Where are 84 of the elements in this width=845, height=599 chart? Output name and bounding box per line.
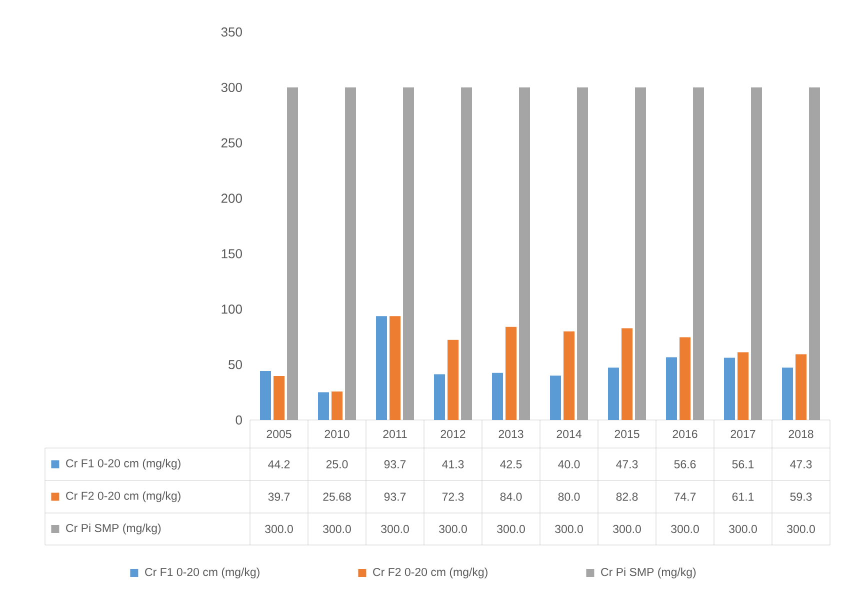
data-label: 25.68 [323,492,351,501]
data-label: 61.1 [732,492,754,501]
bar [622,328,633,420]
data-label: 93.7 [384,460,406,468]
text: Cr Pi SMP (mg/kg) [66,524,161,534]
bar [448,340,459,420]
bar [724,358,736,420]
text: Cr F1 0-20 cm (mg/kg) [145,568,260,578]
data-label: 300.0 [439,524,467,534]
data-label: 39.7 [268,492,290,501]
y-tick-label: 250 [221,138,242,148]
data-label: 300.0 [265,524,293,534]
data-label: 300.0 [613,524,641,534]
y-tick-label: 100 [222,304,242,314]
bar [332,392,343,420]
data-label: 300.0 [381,524,409,534]
data-label: 300.0 [787,524,815,534]
y-tick-label: 350 [221,27,242,37]
data-label: 93.7 [384,492,406,501]
bar [274,376,285,420]
bar [693,87,704,420]
bar [635,87,646,420]
y-tick-label: 150 [222,249,242,258]
bar [782,368,794,420]
x-tick-label: 2016 [672,430,698,438]
x-tick-label: 2018 [788,430,814,438]
bar [318,392,330,420]
data-label: 41.3 [442,460,464,468]
bar [434,374,446,420]
x-tick-label: 2015 [614,430,640,438]
data-label: 42.5 [500,460,522,468]
data-label: 56.1 [732,460,754,468]
data-label: 300.0 [555,524,583,534]
x-tick-label: 2005 [266,430,292,438]
data-label: 59.3 [790,492,812,501]
bar [287,87,298,420]
x-tick-label: 2012 [440,430,466,438]
data-label: 300.0 [497,524,525,534]
bar [403,87,414,420]
bar [345,87,356,420]
data-label: 84.0 [500,492,522,501]
x-tick-label: 2010 [324,430,350,438]
data-label: 25.0 [326,460,348,468]
x-tick-label: 2011 [383,430,407,438]
data-label: 44.2 [268,460,290,468]
x-tick-label: 2014 [556,430,582,438]
bar [577,87,588,420]
bar [608,368,620,420]
y-tick-label: 50 [228,360,242,370]
data-label: 80.0 [558,492,580,501]
bar [550,376,562,420]
bar [564,331,575,420]
data-label: 47.3 [790,460,812,468]
data-label: 82.8 [616,492,638,501]
bar [376,316,388,420]
bar [519,87,530,420]
bar [506,326,517,420]
bar [390,316,401,420]
legend-label: Cr F2 0-20 cm (mg/kg) [66,491,180,502]
bar [260,371,272,420]
x-tick-label: 2017 [730,430,756,438]
data-label: 300.0 [671,524,699,534]
bar [666,357,678,420]
y-tick-label: 300 [221,82,242,92]
data-label: 74.7 [674,492,696,501]
data-label: 300.0 [729,524,757,534]
bar [809,87,820,420]
text: Cr F2 0-20 cm (mg/kg) [373,568,488,578]
legend-label: Cr F1 0-20 cm (mg/kg) [66,458,180,470]
data-label: 40.0 [558,460,580,468]
data-label: 72.3 [442,492,464,501]
y-tick-label: 0 [236,415,242,425]
bar [461,87,472,420]
data-label: 56.6 [674,460,696,468]
legend-label: Cr Pi SMP (mg/kg) [601,568,696,578]
bar [738,352,749,420]
data-label: 300.0 [323,524,351,534]
bar [680,337,691,420]
bar [492,372,504,420]
bar [751,87,762,420]
bar [796,354,807,420]
y-tick-label: 200 [221,194,242,203]
data-label: 47.3 [616,460,638,468]
x-tick-label: 2013 [498,430,524,438]
